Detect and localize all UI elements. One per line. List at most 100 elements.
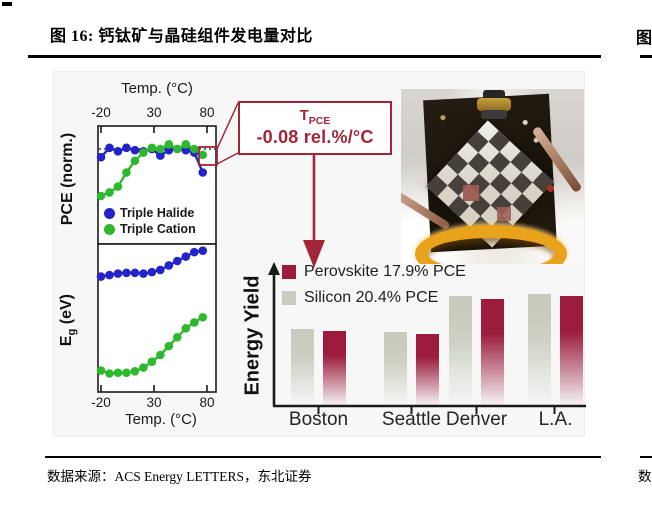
tpce-callout-line2: -0.08 rel.%/°C — [256, 127, 374, 148]
scatter-point — [147, 267, 157, 277]
callout-connector-bottom — [216, 152, 239, 165]
city-label: Denver — [445, 409, 508, 430]
scatter-point — [105, 369, 114, 378]
scatter-point — [189, 144, 199, 154]
scatter-point — [164, 341, 174, 351]
mount-cylinder-ring — [481, 110, 507, 119]
bar-x-ticks — [317, 406, 556, 414]
scatter-point — [96, 152, 106, 162]
tick-label: -20 — [91, 395, 111, 410]
scatter-point — [173, 332, 182, 342]
scatter-point — [181, 140, 191, 149]
city-label: L.A. — [538, 409, 573, 430]
scatter-point — [96, 366, 106, 375]
scatter-point — [96, 191, 106, 201]
scatter-point — [198, 168, 208, 177]
scatter-point — [130, 268, 140, 278]
city-label: Boston — [288, 409, 349, 430]
bar-y-axis-arrow — [268, 262, 280, 275]
scatter-point — [181, 252, 191, 261]
scatter-point — [156, 350, 165, 360]
tpce-callout: TPCE -0.08 rel.%/°C — [238, 101, 392, 155]
scatter-point — [198, 246, 208, 255]
bottom-axis-title: Temp. (°C) — [125, 411, 197, 428]
scatter-point — [189, 318, 199, 327]
scatter-point — [173, 256, 182, 266]
scatter-legend-label: Triple Cation — [120, 222, 196, 236]
bar-legend-label: Perovskite 17.9% PCE — [304, 263, 466, 280]
figure-caption: 图 16: 钙钛矿与晶硅组件发电量对比 — [50, 28, 313, 45]
scatter-point — [122, 268, 131, 278]
scatter-point — [181, 324, 191, 333]
data-source: 数据来源：ACS Energy LETTERS，东北证券 — [47, 469, 312, 484]
source-rule — [45, 456, 601, 458]
scatter-point — [139, 363, 148, 372]
scatter-point — [156, 265, 165, 275]
highlight-box — [198, 146, 218, 166]
tick-label: 30 — [146, 105, 162, 120]
tick-label: 80 — [199, 395, 215, 410]
halide-dot-icon — [104, 207, 115, 219]
bar-legend-label: Silicon 20.4% PCE — [304, 289, 439, 306]
scatter-legend-halide: Triple Halide — [104, 206, 194, 220]
pce-axis-label: PCE (norm.) — [59, 132, 76, 226]
tick-label: 30 — [146, 395, 162, 410]
figure-graphics — [96, 102, 586, 414]
tick-label: 80 — [199, 105, 215, 120]
scatter-point — [147, 143, 157, 153]
scatter-point — [130, 145, 140, 155]
scatter-point — [156, 151, 165, 160]
figure-image: Temp. (°C) -20 30 80 -20 30 80 Temp. (°C… — [53, 71, 586, 437]
scatter-point — [122, 143, 131, 153]
crop-artifact-dash — [2, 2, 12, 6]
scatter-point — [105, 143, 114, 153]
callout-arrow-head — [303, 240, 325, 268]
bar-perovskite-denver — [481, 298, 504, 406]
tpce-callout-line1: TPCE — [299, 107, 331, 127]
bar-silicon-denver — [449, 296, 472, 406]
silicon-swatch-icon — [282, 291, 296, 305]
scatter-legend-label: Triple Halide — [120, 206, 195, 220]
scatter-point — [181, 145, 191, 155]
scatter-point — [130, 156, 140, 166]
next-column-source-fragment: 数 — [638, 469, 652, 484]
scatter-point — [164, 145, 174, 155]
scatter-point — [164, 140, 174, 149]
scatter-point — [156, 144, 165, 154]
next-column-caption-rule — [640, 55, 652, 58]
scatter-point — [147, 357, 157, 366]
cell-red-patch — [497, 207, 511, 221]
bottom-axis-ticks — [100, 385, 208, 392]
scatter-point — [113, 269, 123, 278]
bar-perovskite-seattle — [416, 333, 439, 406]
scatter-point — [113, 368, 123, 378]
cation-dot-icon — [104, 223, 115, 235]
city-label: Seattle — [381, 409, 442, 430]
eg-axis-label: Eg (eV) — [57, 294, 79, 347]
scatter-point — [105, 270, 114, 280]
scatter-point — [96, 272, 106, 281]
bar-perovskite-boston — [323, 331, 346, 406]
tick-label: -20 — [91, 105, 111, 120]
scatter-point — [105, 188, 114, 197]
scatter-point — [113, 147, 123, 156]
probe-tip — [547, 185, 554, 192]
scatter-point — [139, 269, 148, 278]
bar-legend-perovskite: Perovskite 17.9% PCE — [282, 262, 466, 282]
bar-silicon-la — [528, 294, 551, 406]
scatter-point — [122, 368, 131, 378]
next-column-caption-fragment: 图 — [636, 30, 652, 47]
perovskite-swatch-icon — [282, 265, 296, 279]
caption-rule — [28, 55, 601, 58]
bar-silicon-seattle — [384, 331, 407, 406]
bar-y-axis-label: Energy Yield — [241, 275, 264, 396]
mount-cylinder-brass — [477, 98, 511, 111]
bar-perovskite-la — [560, 296, 583, 406]
scatter-point — [164, 261, 174, 270]
scatter-point — [198, 150, 208, 160]
scatter-point — [173, 144, 182, 154]
callout-connector-top — [216, 102, 239, 150]
scatter-point — [130, 366, 140, 376]
next-column-source-rule — [640, 456, 652, 458]
